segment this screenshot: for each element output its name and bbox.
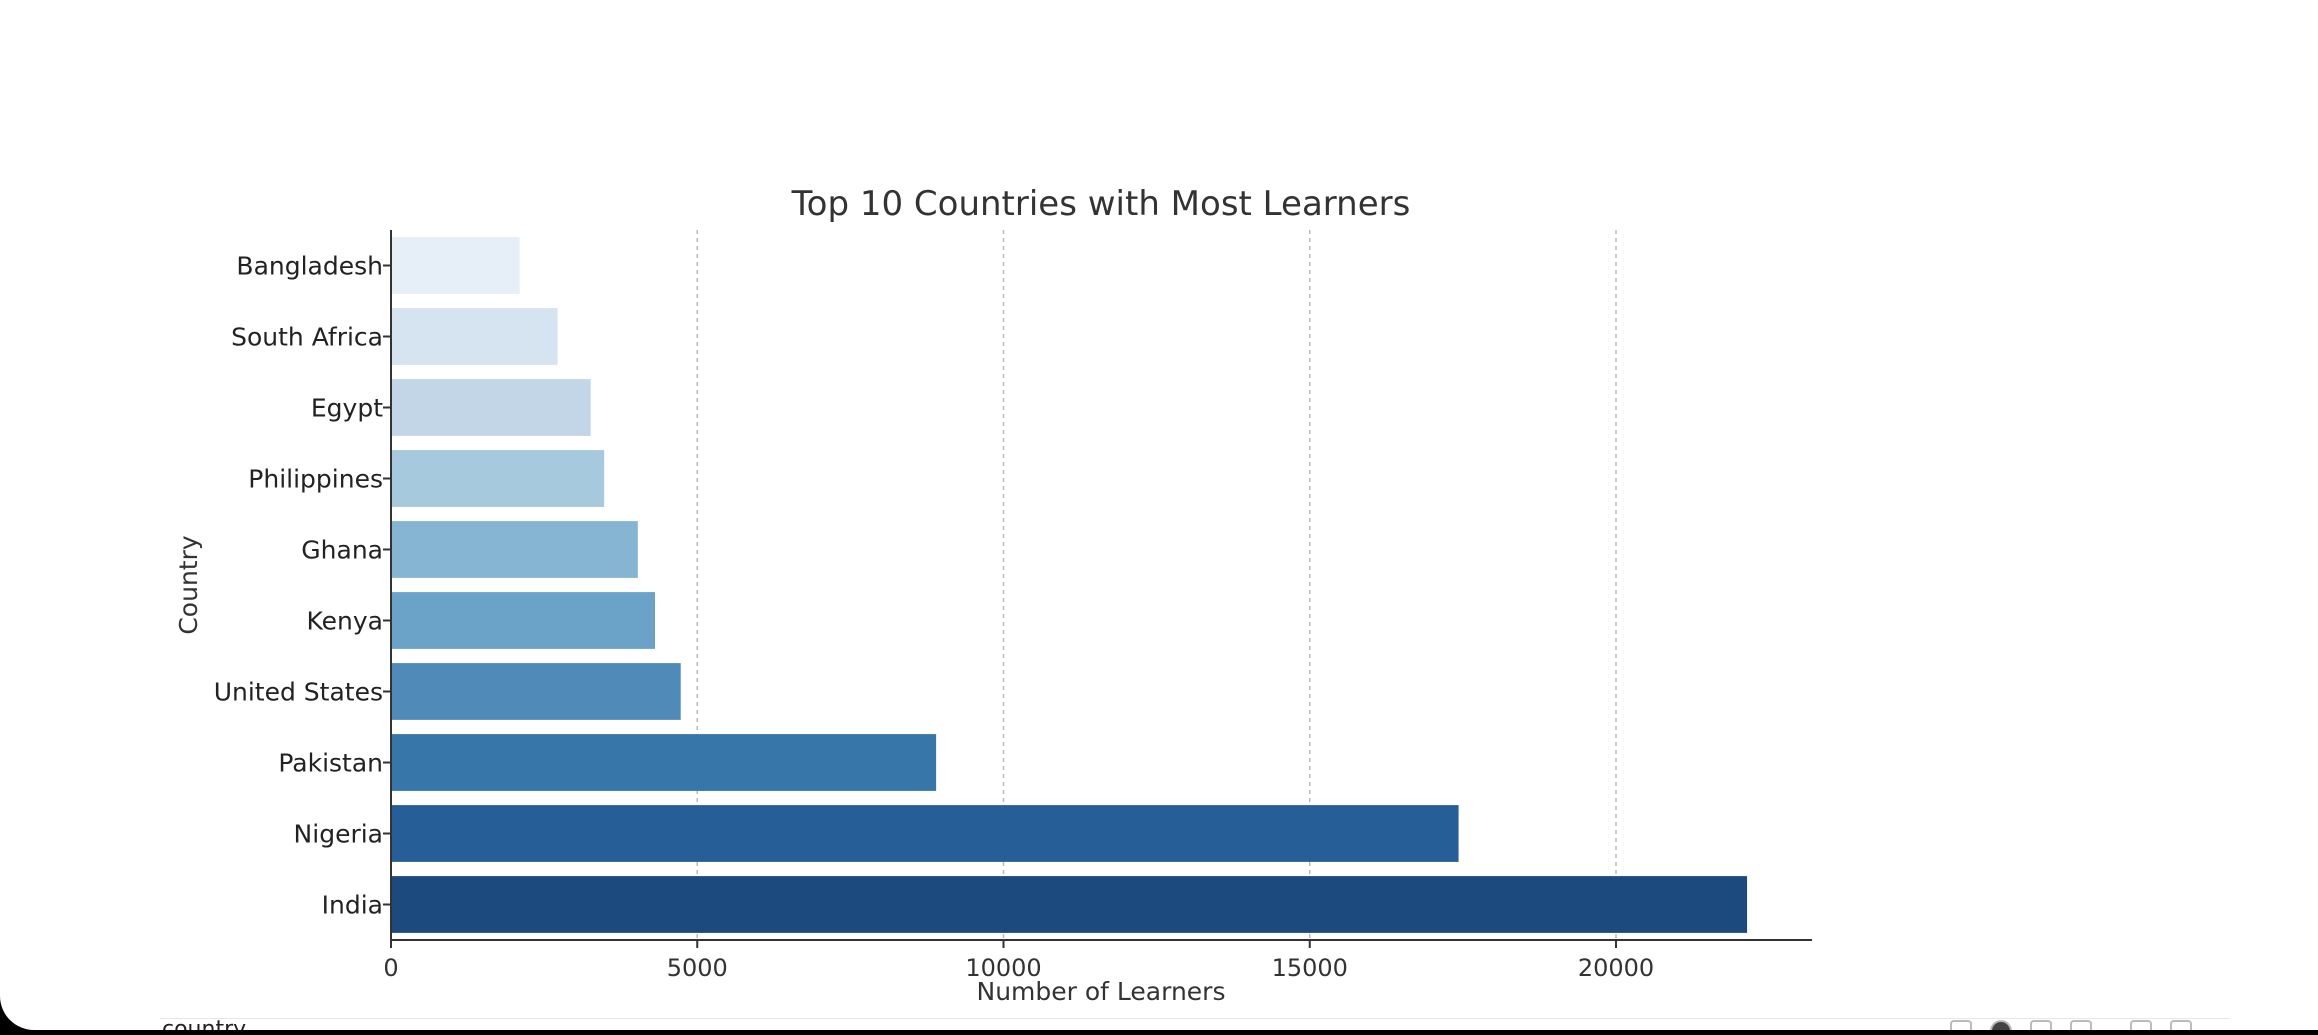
x-tick-label: 5000	[667, 954, 728, 982]
bar-south-africa	[391, 308, 558, 365]
bar-bangladesh	[391, 237, 520, 294]
expand-icon[interactable]	[2170, 1020, 2192, 1030]
x-tick-label: 10000	[965, 954, 1041, 982]
y-tick-label: Pakistan	[278, 749, 383, 778]
info-icon[interactable]	[1990, 1020, 2012, 1030]
chart-title: Top 10 Countries with Most Learners	[791, 184, 1411, 224]
y-tick-label: Kenya	[307, 607, 384, 636]
grid-lines	[696, 230, 1617, 940]
x-axis-label: Number of Learners	[977, 977, 1226, 1006]
bar-pakistan	[391, 734, 937, 791]
bar-india	[391, 876, 1748, 933]
y-tick-label: South Africa	[231, 323, 383, 352]
y-tick-label: Ghana	[301, 536, 383, 565]
bar-united-states	[391, 663, 681, 720]
filter-icon[interactable]	[2130, 1020, 2152, 1030]
y-tick-label: Egypt	[311, 394, 383, 423]
split-icon[interactable]	[2030, 1020, 2052, 1030]
bar-ghana	[391, 521, 638, 578]
y-tick-labels: Bangladesh South Africa Egypt Philippines Gh…	[214, 252, 391, 920]
y-tick-label: Philippines	[248, 465, 383, 494]
bar-philippines	[391, 450, 605, 507]
chart-icon[interactable]	[2070, 1020, 2092, 1030]
bar-kenya	[391, 592, 655, 649]
bar-nigeria	[391, 805, 1459, 862]
x-tick-labels: 0 5000 10000 15000 20000	[383, 940, 1654, 982]
y-tick-label: Nigeria	[294, 820, 383, 849]
y-tick-label: India	[322, 891, 383, 920]
y-tick-label: United States	[214, 678, 383, 707]
x-tick-label: 20000	[1578, 954, 1654, 982]
y-tick-label: Bangladesh	[236, 252, 383, 281]
dataframe-column-label: country	[162, 1018, 246, 1030]
x-tick-label: 15000	[1272, 954, 1348, 982]
bar-egypt	[391, 379, 591, 436]
dataframe-header-strip	[160, 1018, 2230, 1030]
y-axis-label: Country	[174, 535, 203, 635]
x-tick-label: 0	[383, 954, 398, 982]
arrow-up-icon[interactable]	[1950, 1020, 1972, 1030]
bars	[391, 237, 1748, 933]
cell-toolbar	[1950, 1020, 2210, 1030]
